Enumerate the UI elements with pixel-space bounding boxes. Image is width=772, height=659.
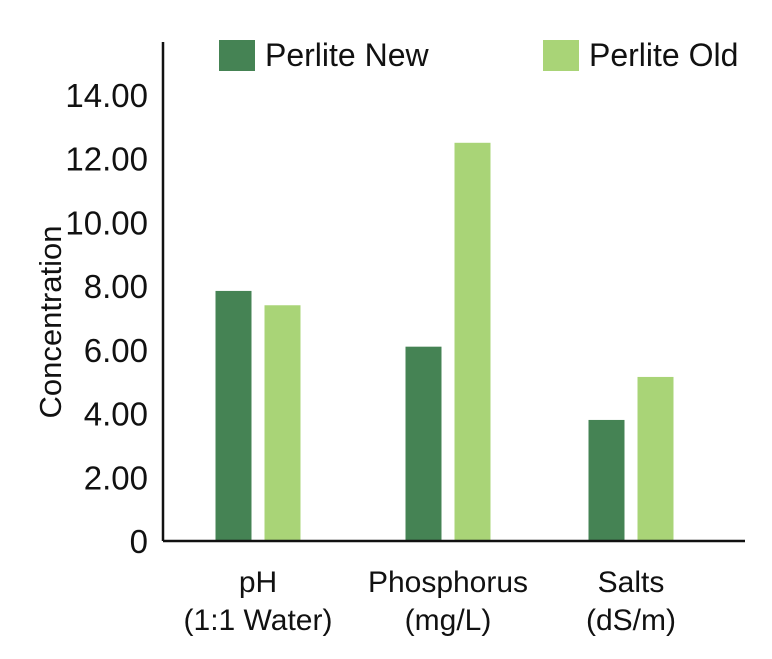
x-category-label: (1:1 Water) — [184, 604, 333, 637]
y-tick-label: 2.00 — [84, 459, 148, 496]
y-tick-label: 8.00 — [84, 268, 148, 305]
y-tick-label: 14.00 — [65, 77, 148, 114]
bar-perlite-new — [405, 346, 442, 541]
x-category-label: Salts — [598, 566, 665, 599]
y-tick-label: 10.00 — [65, 204, 148, 241]
bar-perlite-new — [588, 419, 625, 541]
x-axis-category-labels: pH (1:1 Water) Phosphorus (mg/L) Salts (dS/m) — [184, 566, 676, 637]
x-category-label: Phosphorus — [368, 566, 528, 599]
bar-perlite-new — [215, 290, 252, 541]
legend-swatch — [543, 40, 579, 71]
x-category-label: (dS/m) — [586, 604, 676, 637]
legend-label: Perlite Old — [589, 37, 738, 73]
legend-label: Perlite New — [265, 37, 430, 73]
y-tick-label: 12.00 — [65, 141, 148, 178]
y-tick-label: 6.00 — [84, 332, 148, 369]
bar-perlite-old — [264, 305, 301, 541]
y-axis-title: Concentration — [33, 225, 68, 418]
y-tick-label: 4.00 — [84, 396, 148, 433]
y-axis-ticks: 0 2.00 4.00 6.00 8.00 10.00 12.00 14.00 — [65, 77, 148, 560]
chart-legend: Perlite New Perlite Old — [219, 37, 738, 73]
bars-group — [215, 142, 674, 542]
x-category-label: pH — [239, 566, 277, 599]
bar-perlite-old — [454, 142, 491, 542]
legend-swatch — [219, 40, 255, 71]
bar-perlite-old — [637, 376, 674, 541]
y-tick-label: 0 — [130, 523, 148, 560]
x-category-label: (mg/L) — [405, 604, 492, 637]
